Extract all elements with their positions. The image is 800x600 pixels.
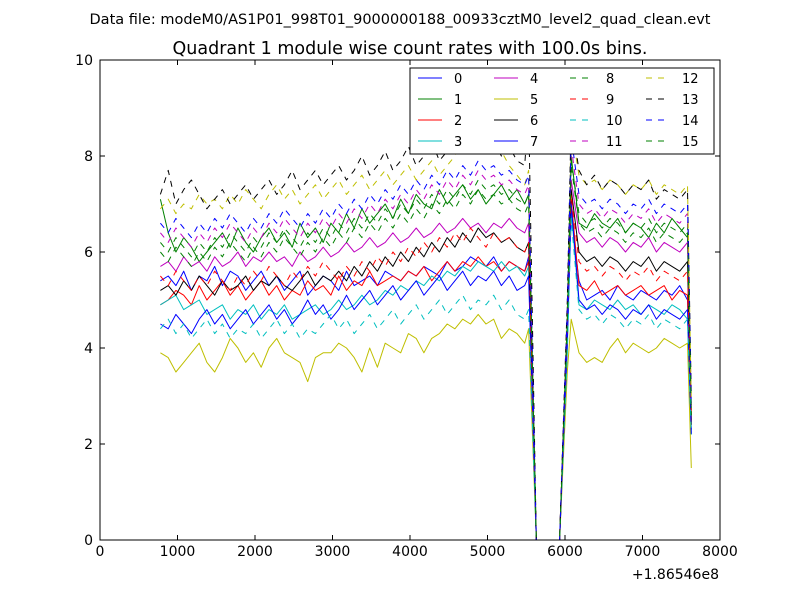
y-tick-label: 10 [75, 53, 93, 69]
legend-label-13: 13 [682, 93, 699, 108]
series-line-12 [160, 107, 692, 541]
legend-label-0: 0 [454, 72, 462, 87]
series-line-9 [160, 193, 692, 541]
x-axis: 0 1000 2000 3000 4000 5000 6000 7000 8000 [96, 60, 738, 560]
x-tick-label: 5000 [470, 544, 506, 560]
y-tick-label: 2 [84, 437, 93, 453]
y-tick-label: 6 [84, 245, 93, 261]
series-line-5 [160, 313, 692, 541]
y-tick-label: 8 [84, 149, 93, 165]
x-tick-label: 1000 [160, 544, 196, 560]
legend-frame [409, 67, 715, 155]
series-line-11 [160, 145, 692, 541]
x-tick-label: 4000 [392, 544, 428, 560]
legend-label-4: 4 [530, 72, 538, 87]
series-line-8 [160, 160, 692, 541]
legend-label-11: 11 [606, 135, 623, 150]
series-line-1 [159, 155, 692, 541]
series-line-10 [160, 217, 692, 541]
legend-label-12: 12 [682, 72, 699, 87]
legend-label-3: 3 [454, 135, 462, 150]
legend-label-6: 6 [530, 114, 538, 129]
legend-label-5: 5 [530, 93, 538, 108]
x-tick-label: 7000 [625, 544, 661, 560]
y-tick-label: 0 [84, 533, 93, 549]
legend-label-1: 1 [454, 93, 462, 108]
legend-label-15: 15 [682, 135, 699, 150]
legend-label-14: 14 [682, 114, 699, 129]
x-offset-label: +1.86546e8 [632, 567, 719, 583]
series-line-15 [160, 165, 692, 541]
x-tick-label: 2000 [237, 544, 273, 560]
x-tick-label: 3000 [315, 544, 351, 560]
series-line-4 [160, 179, 692, 541]
series-line-2 [160, 198, 692, 541]
x-tick-label: 6000 [547, 544, 583, 560]
series-line-6 [160, 189, 692, 541]
series-line-7 [160, 203, 692, 541]
y-tick-label: 4 [84, 341, 93, 357]
x-tick-label: 8000 [702, 544, 738, 560]
series-line-14 [160, 136, 692, 541]
x-tick-label: 0 [96, 544, 105, 560]
series-line-3 [160, 208, 692, 541]
legend-label-10: 10 [606, 114, 623, 129]
legend-label-2: 2 [454, 114, 462, 129]
legend-label-7: 7 [530, 135, 538, 150]
legend-label-9: 9 [606, 93, 614, 108]
chart-title: Quadrant 1 module wise count rates with … [173, 39, 648, 59]
legend-label-8: 8 [606, 72, 614, 87]
figure-suptitle: Data file: modeM0/AS1P01_998T01_90000001… [90, 12, 711, 28]
